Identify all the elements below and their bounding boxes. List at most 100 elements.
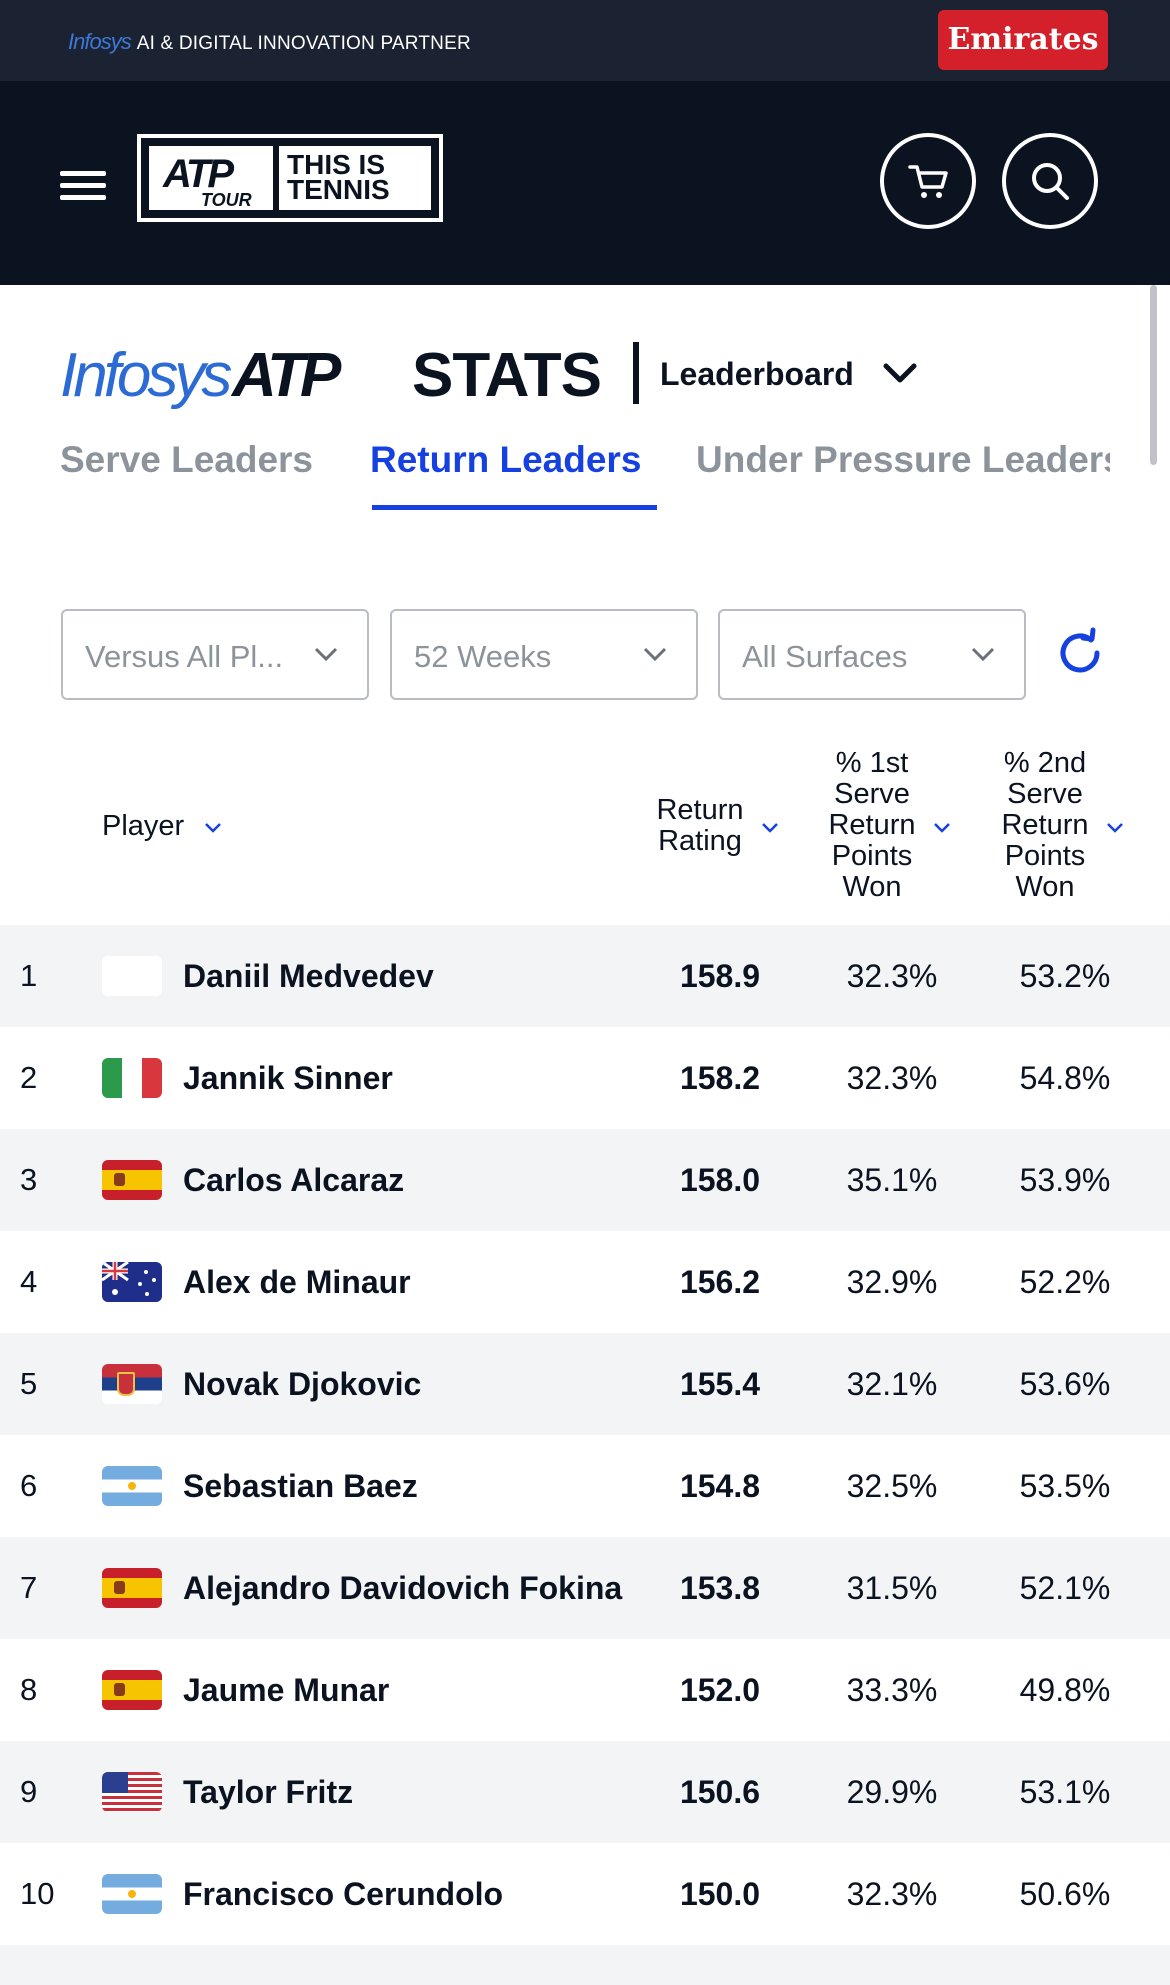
return-rating: 150.6 (679, 1774, 761, 1810)
return-rating: 158.2 (679, 1060, 761, 1096)
cart-icon (908, 165, 948, 198)
search-button[interactable] (1002, 133, 1098, 229)
player-rank: 9 (20, 1774, 38, 1809)
table-row[interactable]: 10 Francisco Cerundolo 150.0 32.3% 50.6% (0, 1843, 1170, 1945)
table-row[interactable]: 1 Daniil Medvedev 158.9 32.3% 53.2% (0, 925, 1170, 1027)
page-scrollbar[interactable] (1150, 285, 1157, 465)
second-serve-return-won: 53.9% (1019, 1162, 1111, 1198)
leaderboard-table: 1 Daniil Medvedev 158.9 32.3% 53.2% 2 Ja… (0, 925, 1170, 1985)
sort-chevron-icon[interactable] (1105, 821, 1125, 835)
second-serve-return-won: 53.1% (1019, 1774, 1111, 1810)
player-name-link[interactable]: Alex de Minaur (183, 1264, 411, 1300)
chevron-down-icon (971, 647, 995, 662)
site-header: ATP TOUR THIS IS TENNIS (0, 81, 1170, 285)
second-serve-return-won: 53.2% (1019, 958, 1111, 994)
atp-logo: ATP (232, 341, 341, 410)
table-row[interactable]: 5 Novak Djokovic 155.4 32.1% 53.6% (0, 1333, 1170, 1435)
sort-chevron-icon[interactable] (760, 821, 780, 835)
period-filter-value: 52 Weeks (414, 639, 552, 674)
table-row[interactable]: 8 Jaume Munar 152.0 33.3% 49.8% (0, 1639, 1170, 1741)
player-rank: 8 (20, 1672, 38, 1707)
sort-chevron-icon[interactable] (932, 821, 952, 835)
player-name-link[interactable]: Daniil Medvedev (183, 958, 434, 994)
first-serve-return-won: 33.3% (846, 1672, 938, 1708)
table-row[interactable]: 4 Alex de Minaur 156.2 32.9% 52.2% (0, 1231, 1170, 1333)
chevron-down-icon (643, 647, 667, 662)
first-serve-return-won: 32.5% (846, 1468, 938, 1504)
logo-tagline-line2: TENNIS (287, 174, 390, 205)
first-serve-return-won: 35.1% (846, 1162, 938, 1198)
player-rank: 1 (20, 958, 38, 993)
refresh-icon[interactable] (1053, 626, 1107, 680)
player-name-link[interactable]: Alejandro Davidovich Fokina (183, 1570, 623, 1606)
stats-brand-row: Infosys ATP STATS Leaderboard (60, 340, 1160, 410)
column-header-return-rating[interactable]: Return Rating (656, 794, 744, 857)
surface-filter-value: All Surfaces (742, 639, 908, 674)
second-serve-return-won: 54.8% (1019, 1060, 1111, 1096)
player-rank: 10 (20, 1876, 55, 1911)
player-rank: 4 (20, 1264, 38, 1299)
player-name-link[interactable]: Jannik Sinner (183, 1060, 393, 1096)
sponsor-banner[interactable]: Infosys AI & DIGITAL INNOVATION PARTNER (68, 29, 471, 55)
table-row[interactable]: 9 Taylor Fritz 150.6 29.9% 53.1% (0, 1741, 1170, 1843)
return-rating: 158.0 (679, 1162, 761, 1198)
surface-filter-select[interactable]: All Surfaces (718, 609, 1026, 700)
table-row[interactable]: 6 Sebastian Baez 154.8 32.5% 53.5% (0, 1435, 1170, 1537)
column-header-second-serve-return[interactable]: % 2nd Serve Return Points Won (1001, 747, 1089, 903)
opponent-filter-select[interactable]: Versus All Pl... (61, 609, 369, 700)
player-name-link[interactable]: Carlos Alcaraz (183, 1162, 405, 1198)
emirates-partner-button[interactable]: Emirates (938, 10, 1108, 70)
atp-tour-logo[interactable]: ATP TOUR THIS IS TENNIS (137, 134, 443, 222)
player-rank: 6 (20, 1468, 38, 1503)
first-serve-return-won: 32.1% (846, 1366, 938, 1402)
first-serve-return-won: 32.3% (846, 1060, 938, 1096)
first-serve-return-won: 29.9% (846, 1774, 938, 1810)
opponent-filter-value: Versus All Pl... (85, 639, 284, 674)
player-name-link[interactable]: Francisco Cerundolo (183, 1876, 504, 1912)
table-row[interactable]: 2 Jannik Sinner 158.2 32.3% 54.8% (0, 1027, 1170, 1129)
return-rating: 158.9 (679, 958, 761, 994)
column-header-first-serve-return[interactable]: % 1st Serve Return Points Won (828, 747, 916, 903)
leader-tabs: Serve Leaders Return Leaders Under Press… (60, 435, 1110, 515)
flag-serbia-icon (102, 1364, 162, 1404)
leaderboard-selector[interactable]: Leaderboard (660, 356, 854, 392)
second-serve-return-won: 53.6% (1019, 1366, 1111, 1402)
tab-return-leaders[interactable]: Return Leaders (370, 439, 642, 480)
logo-tagline-line1: THIS IS (287, 149, 386, 180)
player-rank: 2 (20, 1060, 38, 1095)
sort-chevron-icon[interactable] (203, 821, 223, 835)
hamburger-menu-icon[interactable] (60, 171, 106, 201)
period-filter-select[interactable]: 52 Weeks (390, 609, 698, 700)
stats-title: STATS (412, 341, 602, 410)
tab-under-pressure-leaders[interactable]: Under Pressure Leaders (696, 439, 1110, 480)
player-name-link[interactable]: Sebastian Baez (183, 1468, 418, 1504)
cart-button[interactable] (880, 133, 976, 229)
second-serve-return-won: 53.5% (1019, 1468, 1111, 1504)
table-header: Player Return Rating % 1st Serve Return … (0, 740, 1170, 925)
player-name-link[interactable]: Jaume Munar (183, 1672, 390, 1708)
player-name-link[interactable]: Taylor Fritz (183, 1774, 354, 1810)
sponsor-brand: Infosys (68, 29, 132, 54)
player-rank: 3 (20, 1162, 38, 1197)
brand-divider (633, 342, 639, 404)
flag-italy-icon (102, 1058, 162, 1098)
table-row[interactable]: 3 Carlos Alcaraz 158.0 35.1% 53.9% (0, 1129, 1170, 1231)
flag-usa-icon (102, 1772, 162, 1812)
chevron-down-icon[interactable] (880, 354, 920, 394)
active-tab-indicator (372, 505, 657, 510)
second-serve-return-won: 50.6% (1019, 1876, 1111, 1912)
second-serve-return-won: 52.1% (1019, 1570, 1111, 1606)
chevron-down-icon (314, 647, 338, 662)
flag-spain-icon (102, 1568, 162, 1608)
column-header-player[interactable]: Player (102, 810, 185, 842)
return-rating: 155.4 (679, 1366, 761, 1402)
first-serve-return-won: 32.9% (846, 1264, 938, 1300)
return-rating: 152.0 (679, 1672, 761, 1708)
sponsor-bar: Infosys AI & DIGITAL INNOVATION PARTNER E… (0, 0, 1170, 81)
player-name-link[interactable]: Novak Djokovic (183, 1366, 422, 1402)
table-row[interactable] (0, 1945, 1170, 1985)
return-rating: 150.0 (679, 1876, 761, 1912)
tab-serve-leaders[interactable]: Serve Leaders (60, 439, 314, 480)
table-row[interactable]: 7 Alejandro Davidovich Fokina 153.8 31.5… (0, 1537, 1170, 1639)
return-rating: 156.2 (679, 1264, 761, 1300)
